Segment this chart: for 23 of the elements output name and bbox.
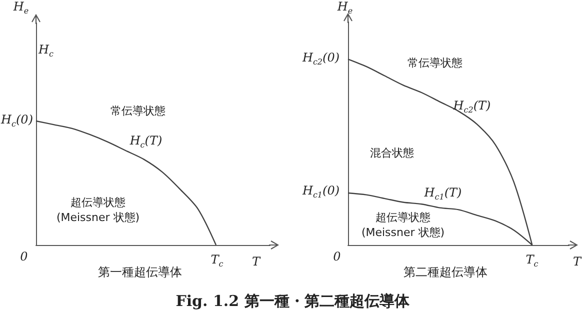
text: H$_{c}$(0) xyxy=(1,112,33,131)
text: 第一種超伝導体 xyxy=(98,265,182,279)
annotation: 超伝導状態 (Meissner 状態) xyxy=(361,210,445,240)
annotation: H$_{c}$(T) xyxy=(130,133,162,152)
x-axis-title: T xyxy=(572,254,582,270)
x-axis-title: T xyxy=(252,254,260,270)
text: T$_{c}$ xyxy=(210,252,224,271)
annotation: 超伝導状態 (Meissner 状態) xyxy=(56,195,140,225)
text: H$_{c}$ xyxy=(38,42,54,61)
text: T$_{c}$ xyxy=(526,252,538,271)
annotation: 常伝導状態 xyxy=(408,56,462,70)
text: 0 xyxy=(333,250,341,264)
annotation: 混合状態 xyxy=(370,146,414,160)
text: 第二種超伝導体 xyxy=(404,265,488,279)
text: 0 xyxy=(20,250,28,264)
annotation: H$_{c1}$(T) xyxy=(424,185,462,204)
annotation: H$_{c2}$(T) xyxy=(453,98,491,117)
text: H$_{c2}$(0) xyxy=(302,50,340,69)
text: 常伝導状態 xyxy=(110,104,166,118)
y-axis-title: H$_{e}$ xyxy=(337,0,353,18)
text: H$_{c1}$(0) xyxy=(302,183,340,202)
caption: Fig. 1.2 第一種・第二種超伝導体 xyxy=(174,292,410,311)
y-axis-title: H$_{e}$ xyxy=(13,0,29,18)
